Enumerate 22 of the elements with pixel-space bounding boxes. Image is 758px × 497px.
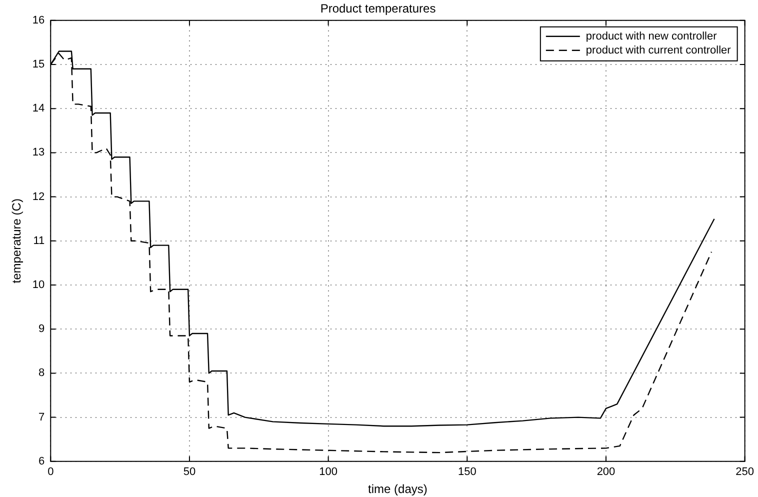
y-tick-label: 10 — [32, 279, 45, 292]
y-tick-label: 14 — [32, 102, 45, 115]
y-tick-label: 11 — [33, 234, 45, 247]
y-tick-label: 16 — [32, 14, 45, 26]
y-axis-title: temperature (C) — [10, 198, 24, 284]
y-tick-label: 12 — [32, 190, 45, 203]
y-tick-label: 8 — [38, 367, 45, 380]
y-tick-label: 9 — [38, 323, 45, 336]
x-axis-title: time (days) — [368, 482, 428, 496]
chart-title: Product temperatures — [320, 2, 436, 16]
legend-label: product with new controller — [586, 30, 718, 42]
y-tick-label: 6 — [38, 455, 45, 468]
y-tick-label: 15 — [32, 58, 45, 71]
x-tick-label: 100 — [319, 466, 338, 478]
y-tick-label: 7 — [38, 411, 45, 424]
x-tick-label: 200 — [596, 466, 616, 478]
x-tick-label: 0 — [48, 466, 54, 478]
x-tick-label: 150 — [458, 466, 476, 478]
legend-label: product with current controller — [586, 44, 732, 56]
y-tick-label: 13 — [32, 146, 45, 159]
x-tick-label: 250 — [736, 466, 754, 478]
x-tick-label: 50 — [183, 466, 196, 478]
